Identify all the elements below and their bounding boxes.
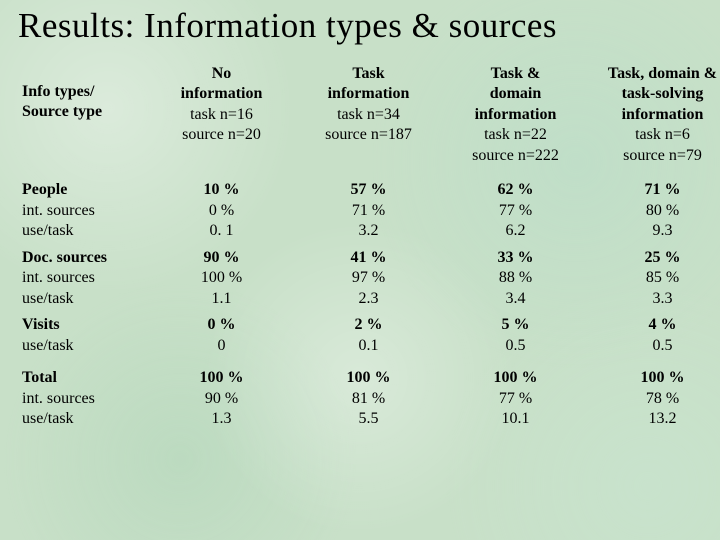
cell: 62 % 77 % 6.2: [442, 174, 589, 247]
cell: 71 % 80 % 9.3: [589, 174, 720, 247]
cell: 25 % 85 % 3.3: [589, 248, 720, 309]
cell: 2 % 0.1: [295, 309, 442, 362]
cell: 0 % 0: [148, 309, 295, 362]
cell: 5 % 0.5: [442, 309, 589, 362]
table-header-row: Info types/ Source type No information t…: [18, 64, 720, 174]
cell: 100 % 78 % 13.2: [589, 362, 720, 435]
cell: 100 % 81 % 5.5: [295, 362, 442, 435]
col-header-1: Task information task n=34 source n=187: [295, 64, 442, 174]
table-row: Visits use/task 0 % 0 2 % 0.1 5 % 0.5 4 …: [18, 309, 720, 362]
table-row: Doc. sources int. sources use/task 90 % …: [18, 248, 720, 309]
cell: 90 % 100 % 1.1: [148, 248, 295, 309]
cell: 33 % 88 % 3.4: [442, 248, 589, 309]
cell: 4 % 0.5: [589, 309, 720, 362]
col-header-2: Task & domain information task n=22 sour…: [442, 64, 589, 174]
cell: 41 % 97 % 2.3: [295, 248, 442, 309]
row-header-title-l2: Source type: [22, 103, 102, 120]
cell: 10 % 0 % 0. 1: [148, 174, 295, 247]
row-label-doc: Doc. sources int. sources use/task: [18, 248, 148, 309]
cell: 57 % 71 % 3.2: [295, 174, 442, 247]
cell: 100 % 90 % 1.3: [148, 362, 295, 435]
col-header-0: No information task n=16 source n=20: [148, 64, 295, 174]
row-header-title-l1: Info types/: [22, 83, 94, 100]
row-header-title: Info types/ Source type: [18, 64, 148, 174]
slide: Results: Information types & sources Inf…: [0, 0, 720, 436]
cell: 100 % 77 % 10.1: [442, 362, 589, 435]
table-row: People int. sources use/task 10 % 0 % 0.…: [18, 174, 720, 247]
slide-title: Results: Information types & sources: [18, 6, 702, 46]
row-label-total: Total int. sources use/task: [18, 362, 148, 435]
row-label-people: People int. sources use/task: [18, 174, 148, 247]
col-header-3: Task, domain & task-solving information …: [589, 64, 720, 174]
row-label-visits: Visits use/task: [18, 309, 148, 362]
table-row: Total int. sources use/task 100 % 90 % 1…: [18, 362, 720, 435]
results-table: Info types/ Source type No information t…: [18, 64, 720, 436]
